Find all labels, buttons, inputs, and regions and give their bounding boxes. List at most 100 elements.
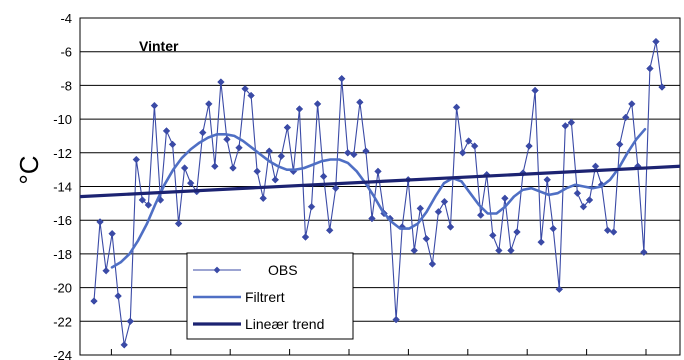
- y-tick-label: -8: [60, 78, 72, 93]
- obs-point: [259, 194, 267, 203]
- obs-point: [640, 248, 648, 256]
- obs-point: [325, 226, 334, 235]
- obs-point: [416, 204, 425, 213]
- obs-point: [603, 226, 612, 235]
- obs-point: [223, 135, 231, 144]
- obs-point: [174, 219, 183, 228]
- obs-point: [126, 317, 135, 326]
- obs-point: [628, 100, 636, 108]
- obs-point: [615, 140, 624, 149]
- y-tick-label: -22: [53, 314, 72, 329]
- obs-point: [368, 214, 376, 223]
- obs-point: [319, 172, 328, 181]
- obs-point: [652, 37, 660, 46]
- obs-point: [265, 147, 273, 155]
- obs-point: [307, 202, 316, 211]
- trend-series-line: [79, 164, 681, 199]
- obs-point: [476, 211, 485, 219]
- obs-point: [144, 201, 153, 209]
- obs-point: [567, 118, 576, 127]
- obs-point: [108, 229, 116, 238]
- obs-point: [561, 122, 570, 130]
- plot-frame: [79, 17, 681, 356]
- y-axis-label: °C: [14, 155, 44, 184]
- obs-point: [525, 142, 533, 150]
- y-tick-label: -20: [53, 281, 72, 296]
- y-tick-label: -14: [53, 180, 72, 195]
- y-tick-label: -24: [53, 348, 72, 360]
- obs-point: [555, 285, 564, 294]
- obs-point: [217, 78, 225, 86]
- y-tick-label: -18: [53, 247, 72, 262]
- obs-point: [464, 137, 473, 145]
- obs-point: [211, 162, 219, 171]
- obs-point: [313, 100, 322, 108]
- obs-point: [295, 105, 304, 113]
- obs-point: [495, 246, 503, 255]
- obs-point: [422, 234, 431, 243]
- obs-point: [507, 246, 515, 255]
- obs-point: [374, 167, 382, 176]
- obs-point: [241, 85, 249, 93]
- obs-point: [591, 162, 600, 171]
- obs-point: [362, 147, 370, 155]
- obs-point: [301, 233, 310, 241]
- obs-point: [434, 208, 443, 216]
- obs-point: [573, 189, 582, 197]
- obs-point: [470, 142, 479, 150]
- y-tick-label: -16: [53, 213, 72, 228]
- obs-point: [452, 103, 461, 112]
- obs-point: [205, 100, 213, 108]
- obs-point: [440, 197, 449, 206]
- y-tick-label: -12: [53, 146, 72, 161]
- obs-point: [271, 176, 280, 184]
- obs-point: [199, 128, 207, 137]
- obs-point: [138, 196, 147, 204]
- obs-point: [283, 123, 292, 132]
- obs-point: [392, 315, 400, 324]
- obs-point: [549, 224, 557, 233]
- obs-point: [235, 143, 243, 152]
- obs-point: [489, 231, 497, 240]
- obs-point: [585, 196, 594, 204]
- y-tick-label: -6: [60, 45, 72, 60]
- obs-point: [114, 292, 122, 300]
- filtrert-series-line: [110, 127, 647, 269]
- obs-point: [168, 140, 177, 149]
- obs-point: [658, 83, 666, 91]
- obs-point: [579, 202, 588, 211]
- obs-point: [277, 152, 286, 160]
- obs-point: [350, 150, 358, 159]
- obs-point: [247, 91, 255, 100]
- obs-point: [102, 266, 110, 275]
- legend-filtrert-label: Filtrert: [245, 289, 285, 305]
- obs-point: [513, 228, 521, 236]
- legend-trend-label: Lineær trend: [245, 316, 324, 332]
- obs-point: [537, 238, 545, 246]
- y-tick-labels: -4 -6 -8 -10 -12 -14 -16 -18 -20 -22 -24: [53, 11, 72, 360]
- legend: OBS Filtrert Lineær trend: [186, 252, 354, 340]
- legend-obs-label: OBS: [268, 262, 298, 278]
- obs-point: [458, 149, 467, 157]
- obs-point: [186, 179, 195, 187]
- obs-point: [180, 164, 189, 172]
- obs-point: [132, 155, 141, 164]
- series-layer: [79, 37, 681, 349]
- obs-point: [543, 176, 551, 184]
- obs-point: [253, 167, 261, 176]
- obs-point: [331, 184, 340, 192]
- obs-point: [90, 297, 98, 305]
- obs-point: [428, 260, 437, 268]
- chart-title: Vinter: [139, 38, 179, 54]
- obs-point: [162, 127, 171, 135]
- obs-point: [501, 194, 509, 203]
- obs-point: [410, 246, 419, 255]
- obs-point: [150, 101, 159, 110]
- x-tick-marks: [110, 349, 647, 355]
- obs-point: [229, 164, 237, 172]
- y-tick-label: -10: [53, 112, 72, 127]
- obs-point: [531, 86, 539, 95]
- legend-obs-marker: [213, 266, 221, 274]
- obs-point: [96, 218, 104, 226]
